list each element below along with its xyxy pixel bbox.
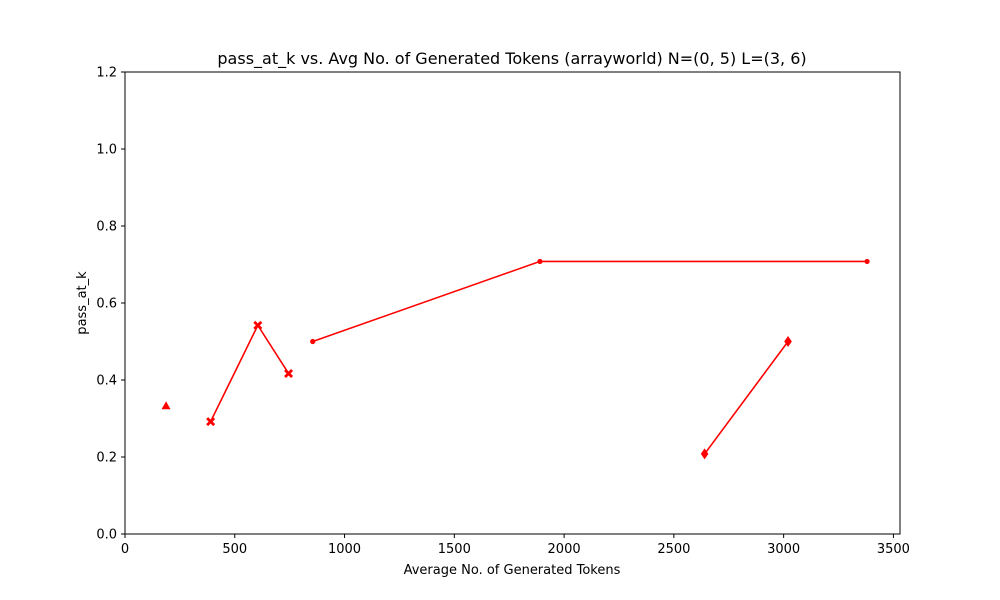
data-point-x: [253, 320, 263, 330]
x-tick-label: 2000: [548, 542, 581, 557]
plot-area: [161, 258, 870, 460]
series-2: [206, 320, 294, 427]
x-tick-label: 1000: [328, 542, 361, 557]
y-tick-label: 1.2: [96, 66, 117, 81]
x-axis-label: Average No. of Generated Tokens: [404, 563, 621, 578]
y-tick-label: 0.2: [96, 451, 117, 466]
x-tick-label: 3500: [877, 542, 910, 557]
y-tick-label: 1.0: [96, 143, 117, 158]
data-point-diamond: [784, 336, 792, 347]
x-tick-label: 500: [222, 542, 247, 557]
y-tick-label: 0.8: [96, 220, 117, 235]
x-tick-label: 2500: [657, 542, 690, 557]
x-tick-label: 0: [121, 542, 129, 557]
chart-title: pass_at_k vs. Avg No. of Generated Token…: [217, 49, 806, 69]
data-point-dot: [537, 258, 543, 265]
data-point-x: [284, 368, 294, 378]
x-tick-label: 1500: [438, 542, 471, 557]
y-axis-label: pass_at_k: [75, 271, 90, 335]
data-point-x: [206, 417, 216, 427]
y-tick-label: 0.6: [96, 297, 117, 312]
data-point-dot: [864, 258, 870, 265]
x-axis: 0 500 1000 1500 2000 2500 3000 3500: [121, 534, 910, 557]
x-tick-label: 3000: [767, 542, 800, 557]
plot-frame: [124, 71, 901, 535]
series-4: [700, 336, 792, 460]
y-tick-label: 0.4: [96, 374, 117, 389]
y-axis: 0.0 0.2 0.4 0.6 0.8 1.0 1.2: [96, 66, 125, 543]
data-point-dot: [310, 338, 316, 345]
series-1: [161, 401, 171, 410]
series-line: [209, 323, 290, 422]
data-point-diamond: [700, 448, 709, 460]
series-line: [312, 260, 868, 343]
y-tick-label: 0.0: [96, 528, 117, 543]
series-line: [703, 341, 789, 455]
data-point-triangle: [161, 401, 171, 410]
series-3: [310, 258, 870, 345]
